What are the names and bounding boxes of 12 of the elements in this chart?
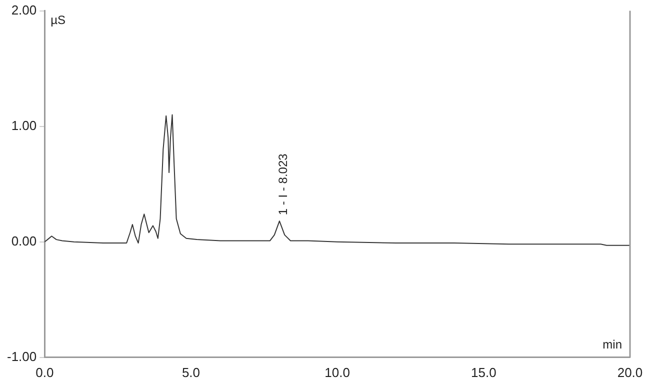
x-tick-label: 5.0 [182,364,200,380]
y-tick-label: -1.00 [6,348,37,364]
x-tick-label: 10.0 [324,364,350,380]
y-tick-label: 1.00 [11,118,37,133]
annotation: 1 - I - 8.023 [276,153,290,216]
x-tick-label: 15.0 [471,364,496,380]
x-tick-label: 0.0 [36,364,54,380]
y-tick-label: 0.00 [11,233,37,248]
x-tick-label: 20.0 [617,364,643,380]
x-axis-title: min [602,338,622,352]
y-axis-title: µS [50,13,66,28]
y-tick-label: 2.00 [11,2,37,18]
